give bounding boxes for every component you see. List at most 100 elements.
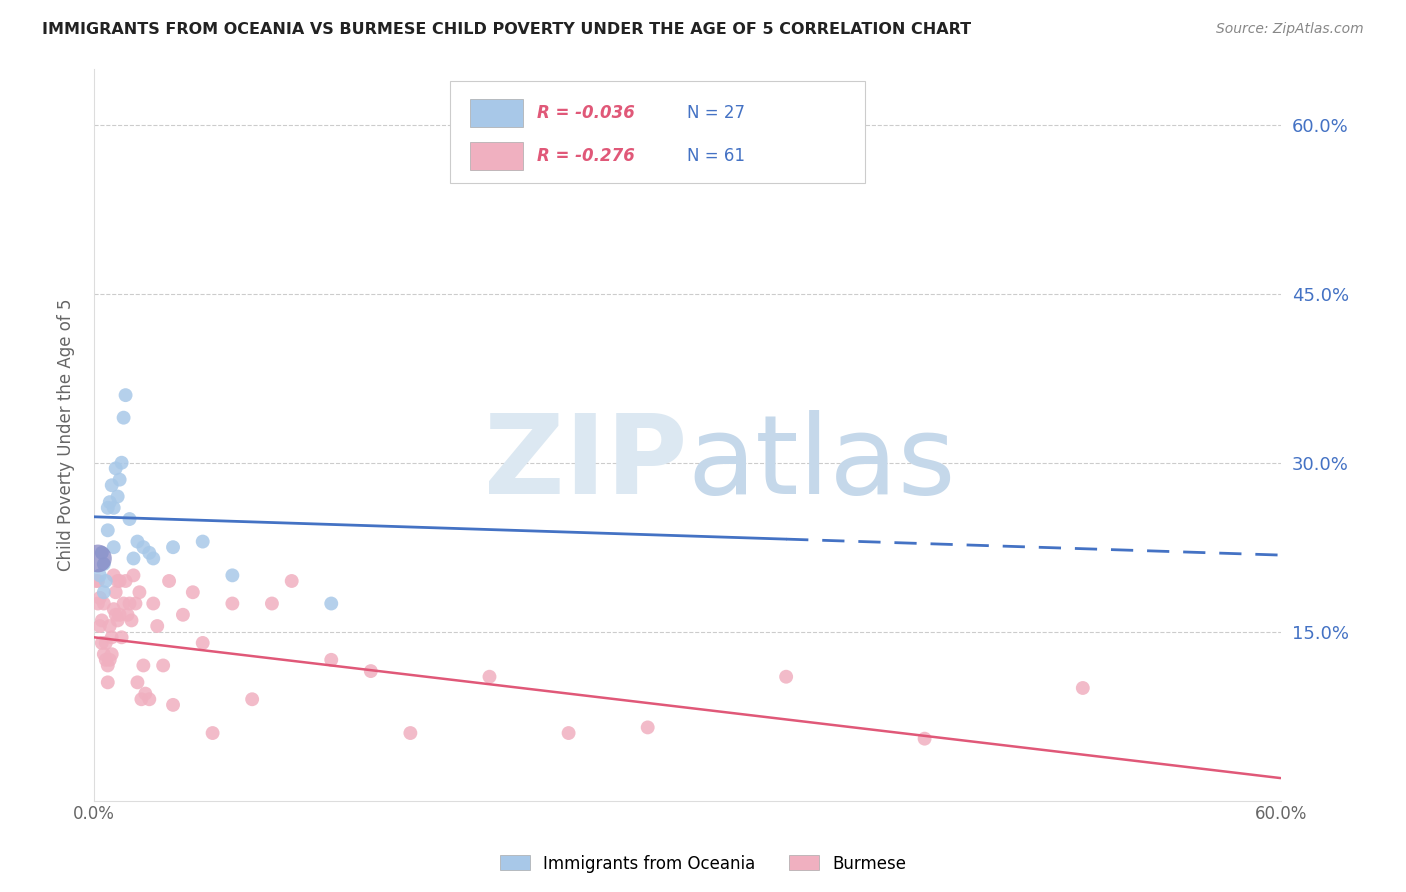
Point [260,597,283,611]
Point [103,540,125,554]
Point [172,607,194,622]
Point [103,500,125,515]
Point [110,630,132,644]
Point [132,540,155,554]
Point [1071,681,1094,695]
Point [104,607,127,622]
Text: IMMIGRANTS FROM OCEANIA VS BURMESE CHILD POVERTY UNDER THE AGE OF 5 CORRELATION : IMMIGRANTS FROM OCEANIA VS BURMESE CHILD… [42,22,972,37]
Point [240,692,263,706]
Legend: Immigrants from Oceania, Burmese: Immigrants from Oceania, Burmese [494,848,912,880]
Point [138,546,160,560]
Point [201,726,224,740]
Text: ZIP: ZIP [484,410,688,517]
Point [117,607,139,622]
Point [122,551,145,566]
Point [138,692,160,706]
Point [121,614,143,628]
Point [321,653,343,667]
Point [98,619,121,633]
Point [108,607,131,622]
Point [321,597,343,611]
Text: N = 27: N = 27 [688,104,745,122]
Point [181,585,204,599]
Point [100,647,122,661]
Point [637,720,659,734]
Point [360,664,382,678]
Point [87,574,110,588]
Point [557,726,579,740]
Point [162,540,184,554]
Point [280,574,302,588]
Point [124,597,146,611]
Point [107,574,129,588]
Point [87,597,110,611]
Point [108,473,131,487]
Point [93,585,115,599]
Point [914,731,936,746]
FancyBboxPatch shape [450,81,865,184]
Point [142,597,165,611]
Point [89,619,111,633]
Point [103,602,125,616]
Point [94,653,117,667]
Text: R = -0.276: R = -0.276 [537,147,634,165]
Point [128,585,150,599]
Point [107,614,129,628]
Point [90,546,112,560]
Point [127,534,149,549]
Point [157,574,180,588]
Point [114,388,136,402]
Point [97,500,120,515]
Point [94,636,117,650]
Point [132,658,155,673]
Text: R = -0.036: R = -0.036 [537,104,634,122]
Point [146,619,169,633]
Text: Source: ZipAtlas.com: Source: ZipAtlas.com [1216,22,1364,37]
Point [89,591,111,605]
Point [162,698,184,712]
Point [90,636,112,650]
Point [87,551,110,566]
Point [478,670,501,684]
Point [221,568,243,582]
Point [142,551,165,566]
Point [100,478,122,492]
Point [98,653,121,667]
Point [221,597,243,611]
Point [94,574,117,588]
Point [118,512,141,526]
Text: N = 61: N = 61 [688,147,745,165]
Bar [470,99,523,127]
Text: atlas: atlas [688,410,956,517]
Point [104,461,127,475]
Point [775,670,797,684]
Point [127,675,149,690]
Point [90,614,112,628]
Y-axis label: Child Poverty Under the Age of 5: Child Poverty Under the Age of 5 [58,298,75,571]
Point [118,597,141,611]
Point [97,675,120,690]
Point [93,557,115,571]
Point [110,456,132,470]
Point [100,630,122,644]
Bar [470,142,523,169]
Point [399,726,422,740]
Point [107,490,129,504]
Point [131,692,153,706]
Point [84,574,107,588]
Point [103,568,125,582]
Point [98,495,121,509]
Point [191,534,214,549]
Point [97,524,120,538]
Point [152,658,174,673]
Point [191,636,214,650]
Point [93,647,115,661]
Point [89,568,111,582]
Point [104,585,127,599]
Point [112,410,135,425]
Point [112,597,135,611]
Point [93,597,115,611]
Point [134,687,156,701]
Point [114,574,136,588]
Point [108,574,131,588]
